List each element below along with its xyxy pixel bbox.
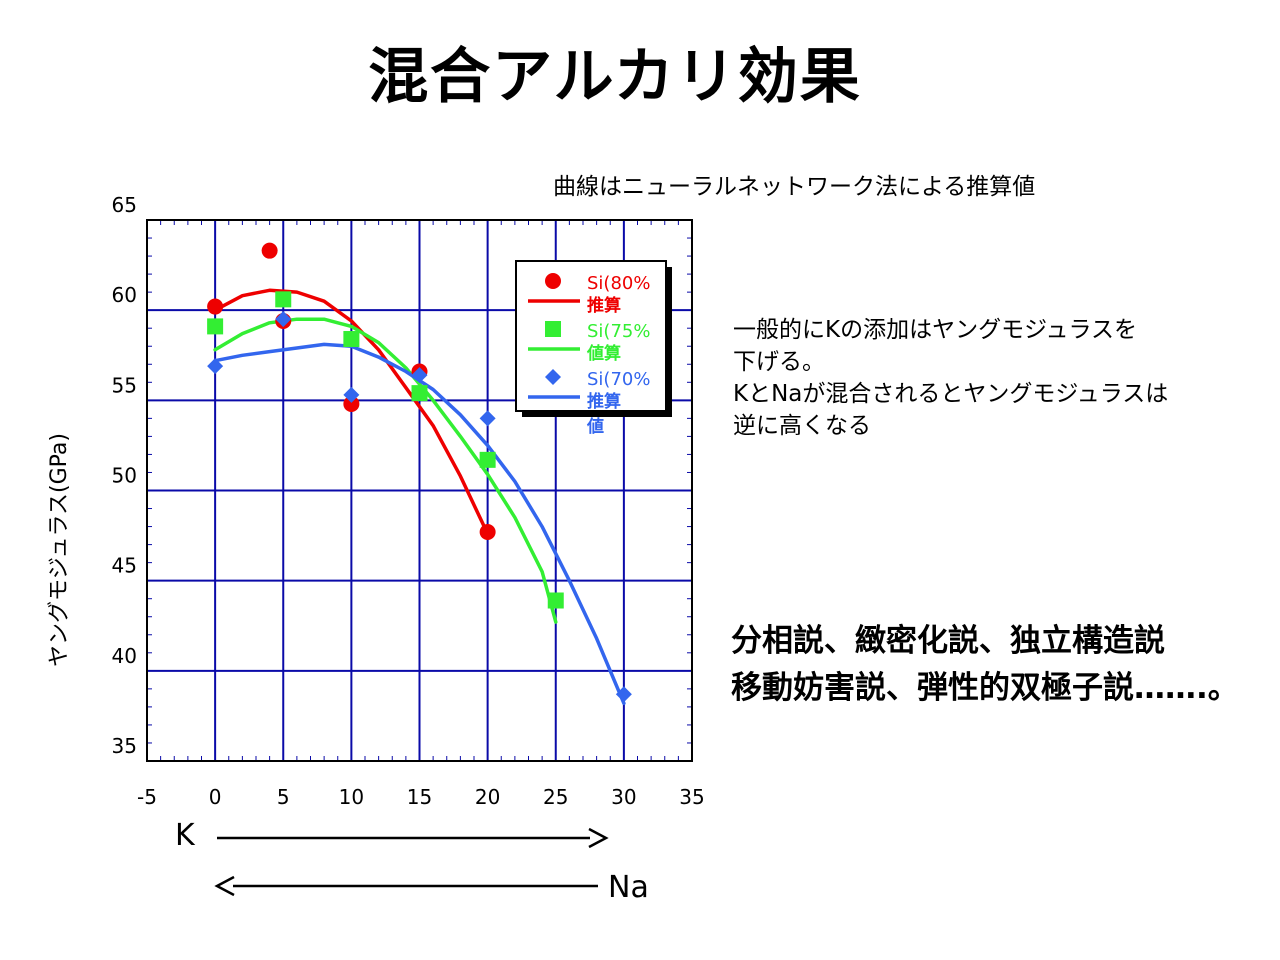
y-axis-title: ヤングモジュラス(GPa): [47, 433, 72, 667]
k-arrow-head: [588, 827, 609, 849]
data-point: [207, 358, 224, 375]
legend-marker: [545, 273, 561, 289]
chart-ticks: -5 0 5 10 15 20 25 30 35 35 40 45 50 55 60 65: [112, 193, 705, 809]
observation-line: KとNaが混合されるとヤングモジュラスは: [733, 381, 1169, 407]
k-label: K: [175, 818, 195, 853]
y-tick-label: 60: [112, 283, 137, 307]
theories-line: 分相説、緻密化説、独立構造説: [731, 623, 1165, 659]
legend-series-name: Si(70%: [587, 369, 650, 390]
legend-box: [515, 260, 667, 412]
y-tick-label: 35: [112, 734, 137, 758]
x-tick-label: 15: [407, 785, 432, 809]
data-point: [343, 386, 360, 403]
x-tick-label: 20: [475, 785, 500, 809]
y-tick-label: 55: [112, 373, 137, 397]
data-point: [411, 367, 428, 384]
data-point: [615, 686, 632, 703]
data-point: [479, 523, 496, 540]
legend-marker: [545, 321, 561, 337]
legend-marker: [545, 369, 561, 385]
x-tick-label: -5: [137, 785, 157, 809]
observation-line: 一般的にKの添加はヤングモジュラスを: [733, 317, 1138, 343]
theories-line: 移動妨害説、弾性的双極子説…….。: [731, 670, 1239, 706]
data-point: [343, 395, 360, 412]
data-point: [547, 592, 564, 609]
legend-curve-label: 推算: [587, 391, 621, 412]
na-arrow-head: [214, 875, 235, 897]
y-tick-label: 50: [112, 464, 137, 488]
legend-curve-label: 値: [586, 416, 604, 437]
x-tick-label: 30: [611, 785, 636, 809]
chart-grid: [146, 219, 693, 762]
data-point: [275, 291, 292, 308]
data-point: [207, 318, 224, 335]
chart-points: [207, 242, 632, 703]
data-point: [261, 242, 278, 259]
x-tick-label: 35: [679, 785, 704, 809]
slide-title: 混合アルカリ効果: [368, 42, 862, 112]
series-curve: [213, 317, 558, 624]
x-tick-label: 5: [277, 785, 290, 809]
data-point: [207, 298, 224, 315]
y-tick-label: 40: [112, 644, 137, 668]
direction-arrows: [214, 827, 609, 897]
legend-curve-label: 推算: [587, 295, 621, 316]
observation-text: 一般的にKの添加はヤングモジュラスを 下げる。 KとNaが混合されるとヤングモジ…: [733, 314, 1168, 442]
y-tick-label: 65: [112, 193, 137, 217]
curve-method-note: 曲線はニューラルネットワーク法による推算値: [553, 174, 1036, 200]
data-point: [479, 410, 496, 427]
observation-line: 下げる。: [733, 349, 825, 375]
series-curve: [213, 288, 490, 536]
observation-line: 逆に高くなる: [733, 413, 871, 439]
na-label: Na: [608, 870, 649, 905]
x-tick-label: 0: [209, 785, 222, 809]
legend-curve-label: 値算: [586, 343, 621, 364]
x-tick-label: 10: [339, 785, 364, 809]
y-tick-label: 45: [112, 554, 137, 578]
data-point: [343, 331, 360, 348]
plot-frame: [146, 219, 693, 762]
data-point: [479, 451, 496, 468]
x-tick-label: 25: [543, 785, 568, 809]
data-point: [275, 311, 292, 328]
data-point: [411, 385, 428, 402]
theories-text: 分相説、緻密化説、独立構造説 移動妨害説、弾性的双極子説…….。: [731, 618, 1239, 712]
legend-series-name: Si(75%: [587, 321, 650, 342]
legend-series-name: Si(80%: [587, 273, 650, 294]
